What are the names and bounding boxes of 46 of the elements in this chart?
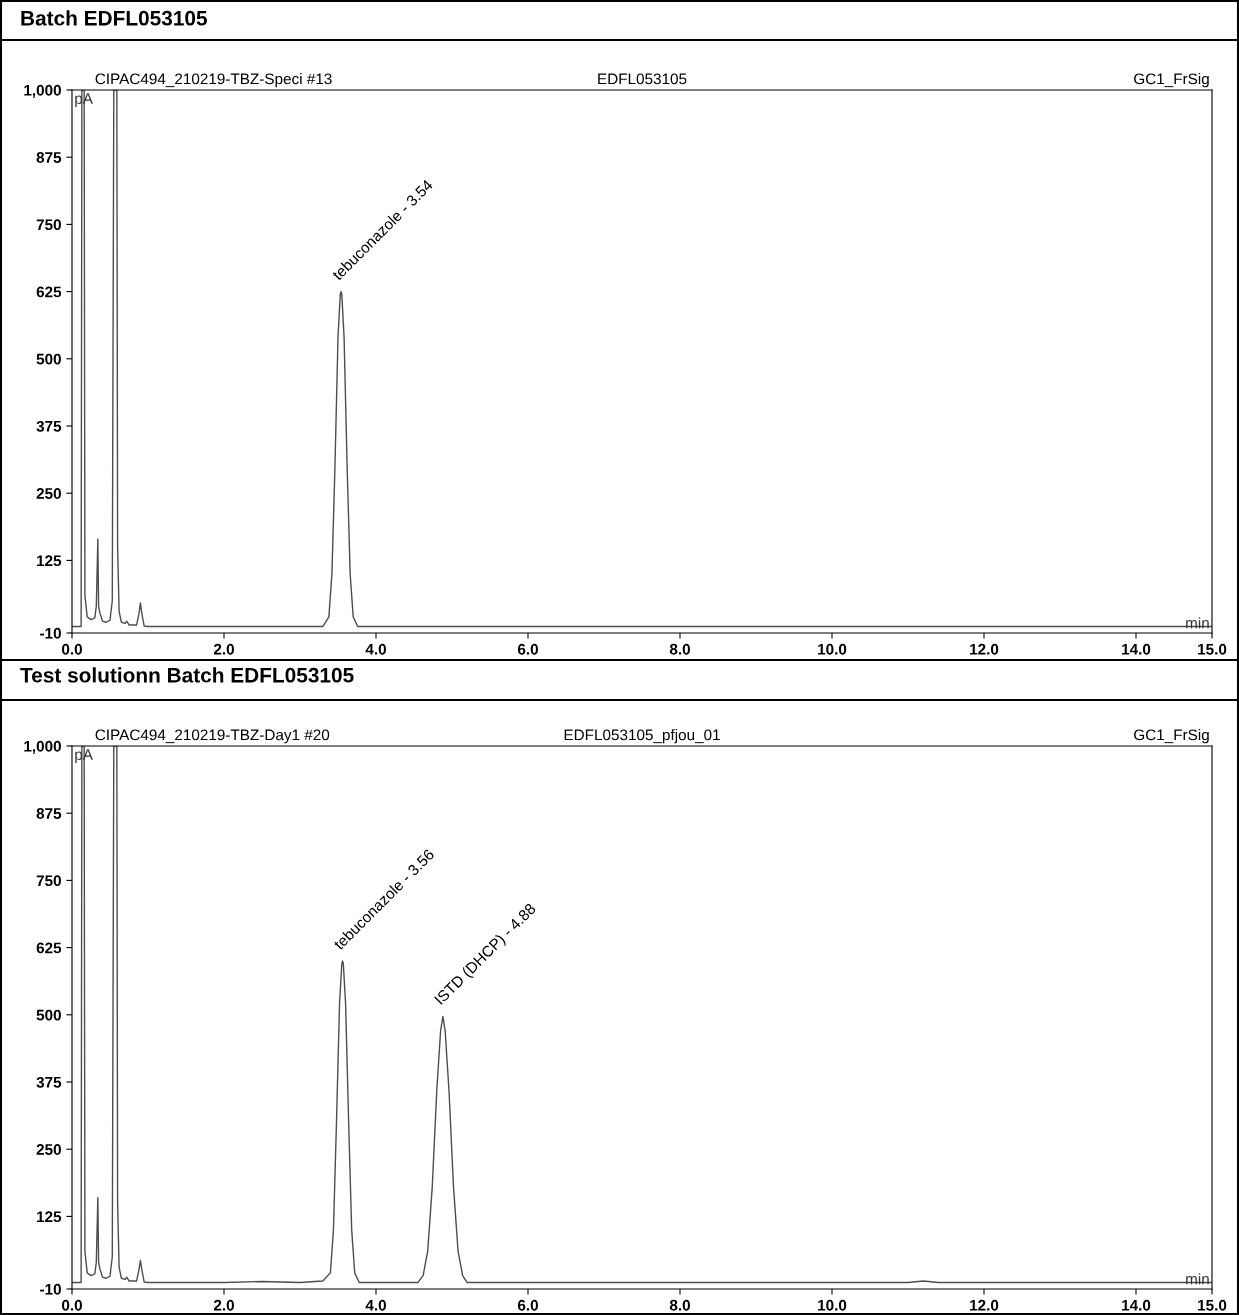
x-tick-label: 8.0 [669,1299,690,1311]
x-tick-label: 2.0 [213,1299,234,1311]
x-tick-label: 4.0 [365,1299,386,1311]
x-tick-label: 10.0 [818,1299,847,1311]
y-tick-label: 750 [36,219,61,231]
x-tick-label: 8.0 [669,643,690,655]
y-tick-label: 1,000 [24,740,61,754]
y-tick-label: 875 [36,152,62,163]
y-tick-label: 125 [37,555,62,567]
y-tick-label: 375 [36,1076,62,1088]
y-tick-label: 875 [36,808,62,819]
chart-title: Test solutionn Batch EDFL053105 [20,667,354,683]
x-tick-label: 2.0 [213,643,234,655]
x-tick-label: 15.0 [1198,1299,1227,1311]
y-tick-label: 1,000 [24,84,61,98]
text: CIPAC494_210219-TBZ-Day1 #20 [95,729,330,744]
y-tick-label: 625 [36,942,62,954]
y-tick-label: -10 [40,627,61,639]
x-tick-label: 12.0 [970,643,999,655]
x-tick-label: 6.0 [517,643,538,655]
y-tick-label: 500 [36,1009,61,1021]
chart-title: Batch EDFL053105 [21,10,207,26]
y-tick-label: 125 [37,1211,62,1223]
y-tick-label: -10 [40,1283,61,1295]
x-axis-title: min [1186,1273,1209,1285]
x-tick-label: 14.0 [1122,643,1151,655]
x-tick-label: 0.0 [61,1299,82,1311]
x-tick-label: 15.0 [1198,643,1227,655]
text: GC1_FrSig [1134,729,1209,744]
x-tick-label: 6.0 [517,1299,538,1311]
y-tick-label: 375 [36,420,62,432]
x-axis-title: min [1186,617,1209,629]
text: EDFL053105 [598,73,687,85]
x-tick-label: 0.0 [61,643,82,655]
x-tick-label: 10.0 [818,643,847,655]
x-tick-label: 12.0 [970,1299,999,1311]
y-tick-label: 250 [36,1144,61,1155]
y-tick-label: 625 [36,286,62,298]
y-tick-label: 750 [36,875,61,887]
x-tick-label: 4.0 [365,643,386,655]
y-tick-label: 500 [36,353,61,365]
text: CIPAC494_210219-TBZ-Speci #13 [95,73,332,88]
x-tick-label: 14.0 [1122,1299,1151,1311]
text: GC1_FrSig [1134,73,1209,88]
y-tick-label: 250 [36,488,61,499]
text: EDFL053105_pfjou_01 [564,729,720,744]
